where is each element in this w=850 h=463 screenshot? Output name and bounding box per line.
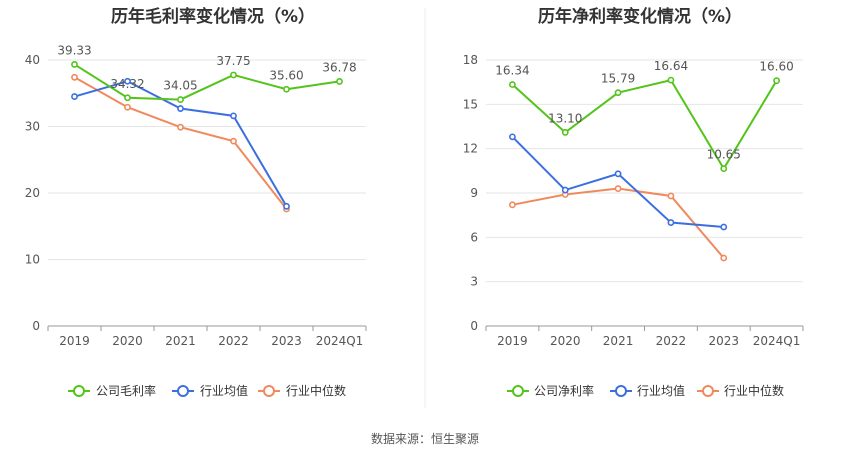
data-point [773,77,780,85]
legend-swatch-marker [702,385,714,397]
data-point [509,133,516,141]
data-point [720,165,728,173]
y-tick-label: 10 [25,253,40,267]
data-point [667,219,675,226]
series-line [73,63,340,101]
data-point [177,96,184,103]
x-tick-label: 2022 [656,334,687,348]
legend-label: 行业均值 [200,383,248,398]
data-point [509,81,516,88]
series-line [511,136,724,228]
legend-label: 行业均值 [637,383,685,398]
y-tick-label: 9 [470,186,478,200]
data-point [720,254,728,262]
data-point [230,71,237,79]
y-tick-label: 3 [470,275,478,289]
data-point [124,103,131,111]
data-point [614,89,622,97]
x-tick-label: 2020 [112,334,143,348]
x-tick-label: 2024Q1 [316,334,364,348]
y-tick-label: 0 [470,319,478,333]
legend-swatch-marker [263,385,275,397]
data-point [614,185,622,192]
data-point [230,137,237,145]
series-line [511,78,778,171]
data-point [124,77,131,85]
y-tick-label: 30 [25,120,40,134]
data-point [177,123,184,131]
data-label: 34.32 [110,77,144,91]
data-label: 16.34 [495,64,529,78]
data-point [71,61,78,68]
legend-swatch-marker [512,385,524,397]
x-tick-label: 2019 [497,334,528,348]
legend-label: 公司毛利率 [96,383,156,398]
data-point [283,85,290,93]
data-point [561,186,569,194]
y-tick-label: 40 [25,53,40,67]
data-label: 37.75 [216,54,250,68]
data-label: 34.05 [163,79,197,93]
x-tick-label: 2020 [550,334,581,348]
x-tick-label: 2019 [59,334,90,348]
data-label: 10.65 [707,148,741,162]
data-point [509,201,516,209]
x-tick-label: 2021 [603,334,634,348]
legend-label: 行业中位数 [724,383,784,398]
y-tick-label: 15 [463,97,478,111]
y-tick-label: 0 [32,319,40,333]
data-point [614,170,622,178]
chart-title: 历年毛利率变化情况（%） [111,6,315,27]
x-tick-label: 2022 [218,334,249,348]
data-point [561,129,569,136]
y-tick-label: 20 [25,186,40,200]
data-point [667,76,675,84]
data-point [71,73,78,81]
data-label: 15.79 [601,72,635,86]
data-point [283,202,290,210]
legend-swatch-marker [177,385,189,397]
y-tick-label: 12 [463,142,478,156]
data-label: 16.60 [759,60,793,74]
data-label: 39.33 [57,43,91,57]
data-point [71,93,78,100]
legend-item[interactable]: 行业均值 [610,383,685,398]
x-tick-label: 2023 [271,334,302,348]
legend-item[interactable]: 行业均值 [172,383,248,398]
x-tick-label: 2023 [708,334,739,348]
legend-item[interactable]: 行业中位数 [697,383,784,398]
data-label: 16.64 [654,59,688,73]
x-tick-label: 2021 [165,334,196,348]
y-tick-label: 6 [470,230,478,244]
series-line [512,187,725,259]
legend-swatch-marker [73,385,85,397]
x-tick-label: 2024Q1 [753,334,801,348]
legend-item[interactable]: 行业中位数 [258,383,346,398]
data-label: 36.78 [322,60,356,74]
data-point [230,112,237,120]
data-label: 35.60 [269,68,303,82]
legend-label: 行业中位数 [286,383,346,398]
data-point [720,223,728,231]
data-label: 13.10 [548,111,582,125]
data-point [667,192,675,200]
data-point [336,78,343,85]
data-point [177,105,184,112]
legend-label: 公司净利率 [534,383,594,398]
legend-item[interactable]: 公司净利率 [507,383,594,398]
legend-swatch-marker [615,385,627,397]
y-tick-label: 18 [463,53,478,67]
legend-item[interactable]: 公司毛利率 [68,383,156,398]
source-note: 数据来源：恒生聚源 [370,432,479,446]
chart-title: 历年净利率变化情况（%） [538,6,742,27]
data-point [124,94,131,102]
